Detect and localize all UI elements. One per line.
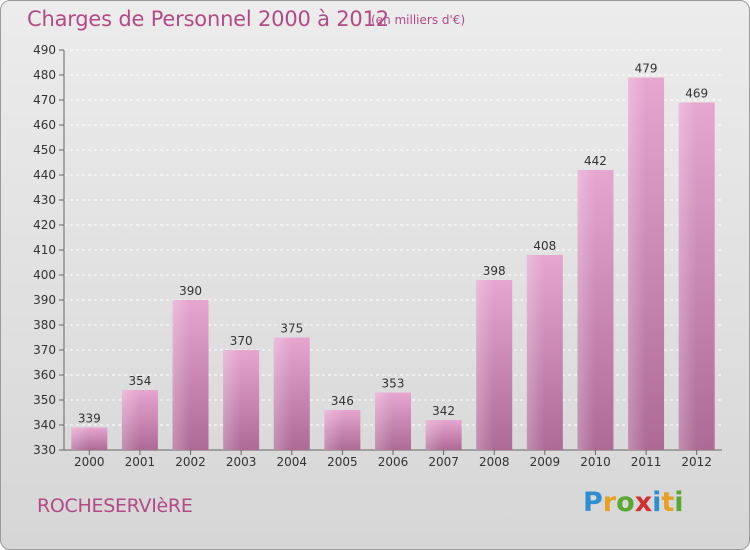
city-name: ROCHESERVIèRE <box>37 495 193 517</box>
bar-highlight <box>273 337 292 450</box>
y-tick-label: 430 <box>33 193 56 207</box>
bar-value-label: 375 <box>280 322 303 336</box>
bar-value-label: 370 <box>230 334 253 348</box>
bar-highlight <box>628 77 647 450</box>
x-tick-label: 2008 <box>479 455 510 469</box>
y-tick-label: 480 <box>33 68 56 82</box>
logo-letter: i <box>652 487 662 518</box>
y-tick-label: 400 <box>33 268 56 282</box>
bar-value-label: 469 <box>685 87 708 101</box>
bar-highlight <box>223 350 242 450</box>
bar-highlight <box>425 420 444 450</box>
y-tick-label: 450 <box>33 143 56 157</box>
bar-value-label: 479 <box>635 62 658 76</box>
bar-highlight <box>71 427 90 450</box>
y-tick-label: 360 <box>33 368 56 382</box>
x-tick-label: 2009 <box>530 455 561 469</box>
y-tick-label: 470 <box>33 93 56 107</box>
bar-highlight <box>678 102 697 450</box>
bar-value-label: 442 <box>584 154 607 168</box>
proxiti-logo: Proxiti <box>583 487 684 518</box>
y-tick-label: 420 <box>33 218 56 232</box>
bar-highlight <box>172 300 191 450</box>
y-tick-label: 370 <box>33 343 56 357</box>
logo-letter: t <box>661 487 675 518</box>
y-tick-label: 460 <box>33 118 56 132</box>
bar-value-label: 346 <box>331 394 354 408</box>
y-tick-label: 490 <box>33 43 56 57</box>
x-tick-label: 2006 <box>378 455 409 469</box>
bar-highlight <box>577 170 596 450</box>
logo-letter: o <box>616 487 635 518</box>
x-tick-label: 2007 <box>428 455 459 469</box>
logo-letter: x <box>634 487 653 518</box>
bar-value-label: 339 <box>78 412 101 426</box>
bar-highlight <box>324 410 343 450</box>
chart-title: Charges de Personnel 2000 à 2012 <box>27 7 389 31</box>
y-tick-label: 380 <box>33 318 56 332</box>
bar-value-label: 354 <box>128 374 151 388</box>
bar-highlight <box>526 255 545 450</box>
x-tick-label: 2000 <box>74 455 105 469</box>
y-tick-label: 440 <box>33 168 56 182</box>
bar-value-label: 390 <box>179 284 202 298</box>
x-tick-label: 2010 <box>580 455 611 469</box>
x-tick-label: 2003 <box>226 455 257 469</box>
logo-letter: i <box>674 487 684 518</box>
bar-highlight <box>476 280 495 450</box>
y-tick-label: 340 <box>33 418 56 432</box>
x-tick-label: 2011 <box>631 455 662 469</box>
y-tick-label: 410 <box>33 243 56 257</box>
x-tick-label: 2002 <box>175 455 206 469</box>
x-tick-label: 2012 <box>681 455 712 469</box>
logo-letter: P <box>583 487 603 518</box>
bar-highlight <box>121 390 140 450</box>
bar-value-label: 342 <box>432 404 455 418</box>
x-tick-label: 2005 <box>327 455 358 469</box>
y-tick-label: 330 <box>33 443 56 457</box>
bar-value-label: 398 <box>483 264 506 278</box>
x-tick-label: 2004 <box>276 455 307 469</box>
bar-value-label: 353 <box>382 377 405 391</box>
y-tick-label: 390 <box>33 293 56 307</box>
bar-value-label: 408 <box>533 239 556 253</box>
chart-subtitle: (en milliers d'€) <box>371 13 466 27</box>
logo-letter: r <box>602 487 617 518</box>
y-tick-label: 350 <box>33 393 56 407</box>
bar-highlight <box>375 392 393 450</box>
x-tick-label: 2001 <box>125 455 156 469</box>
